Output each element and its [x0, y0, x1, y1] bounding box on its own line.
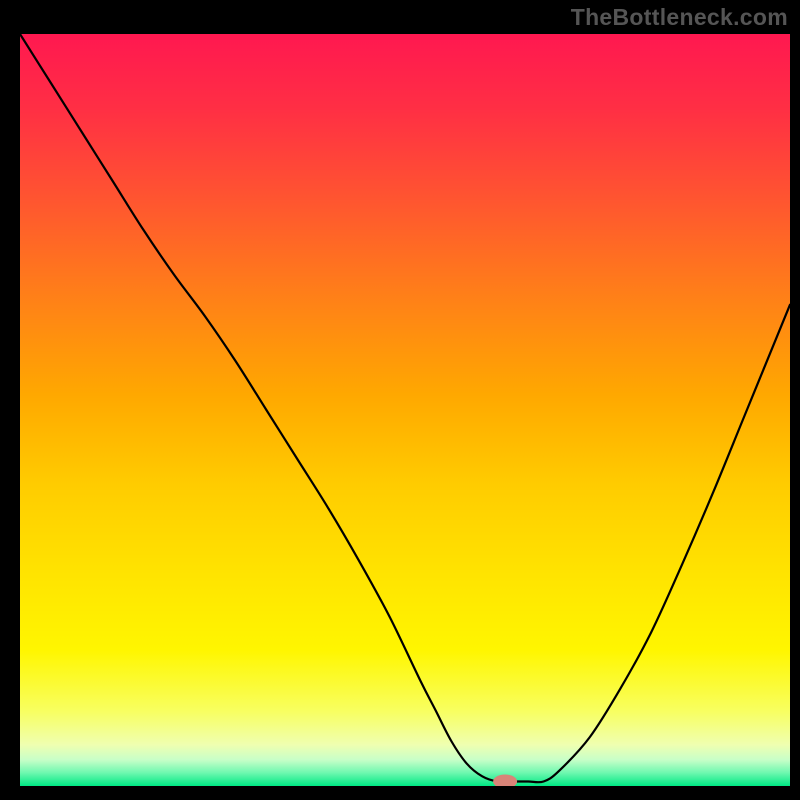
- gradient-background: [20, 34, 790, 786]
- plot-area: [20, 34, 790, 786]
- gradient-chart-svg: [20, 34, 790, 786]
- watermark-text: TheBottleneck.com: [571, 4, 788, 31]
- chart-container: TheBottleneck.com: [0, 0, 800, 800]
